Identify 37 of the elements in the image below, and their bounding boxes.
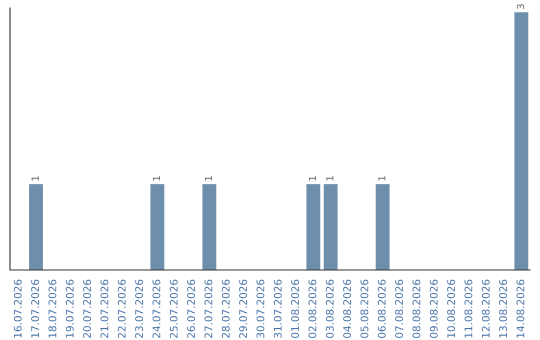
- x-tick-label: 31.07.2026: [274, 280, 282, 338]
- x-tick-label: 13.08.2026: [499, 280, 508, 338]
- x-tick-label: 02.08.2026: [308, 280, 316, 338]
- x-tick-label: 14.08.2026: [516, 280, 524, 338]
- x-tick-label: 30.07.2026: [256, 280, 264, 338]
- x-tick-label: 12.08.2026: [482, 280, 490, 338]
- x-tick-label: 26.07.2026: [187, 280, 196, 338]
- data-label: 1: [32, 176, 39, 180]
- x-tick-label: 23.07.2026: [135, 280, 144, 338]
- x-tick-label: 01.08.2026: [291, 280, 300, 338]
- x-tick-label: 17.07.2026: [31, 280, 40, 338]
- x-tick-label: 06.08.2026: [378, 280, 386, 338]
- x-tick-label: 10.08.2026: [447, 280, 456, 338]
- x-tick-label: 16.07.2026: [14, 280, 22, 338]
- x-tick-label: 29.07.2026: [239, 280, 248, 338]
- data-label: 1: [204, 176, 212, 180]
- x-tick-label: 09.08.2026: [430, 280, 438, 338]
- x-tick-label: 07.08.2026: [395, 280, 404, 338]
- x-tick-label: 24.07.2026: [152, 280, 160, 338]
- x-tick-label: 05.08.2026: [360, 280, 368, 338]
- x-tick-label: 25.07.2026: [170, 280, 178, 338]
- x-tick-label: 19.07.2026: [66, 280, 74, 338]
- data-label: 3: [516, 4, 524, 9]
- x-tick-label: 27.07.2026: [204, 280, 212, 338]
- x-tick-label: 04.08.2026: [343, 280, 352, 338]
- x-tick-label: 08.08.2026: [412, 280, 420, 338]
- x-tick-label: 20.07.2026: [83, 280, 92, 338]
- x-tick-label: 11.08.2026: [464, 280, 472, 338]
- x-tick-label: 03.08.2026: [326, 280, 334, 338]
- data-label: 1: [378, 176, 386, 180]
- data-label: 1: [308, 176, 316, 180]
- x-tick-label: 28.07.2026: [222, 280, 230, 338]
- data-label: 1: [152, 176, 160, 180]
- x-tick-label: 21.07.2026: [100, 280, 108, 338]
- x-tick-label: 18.07.2026: [48, 280, 56, 338]
- x-tick-label: 22.07.2026: [118, 280, 126, 338]
- data-label: 1: [326, 176, 334, 180]
